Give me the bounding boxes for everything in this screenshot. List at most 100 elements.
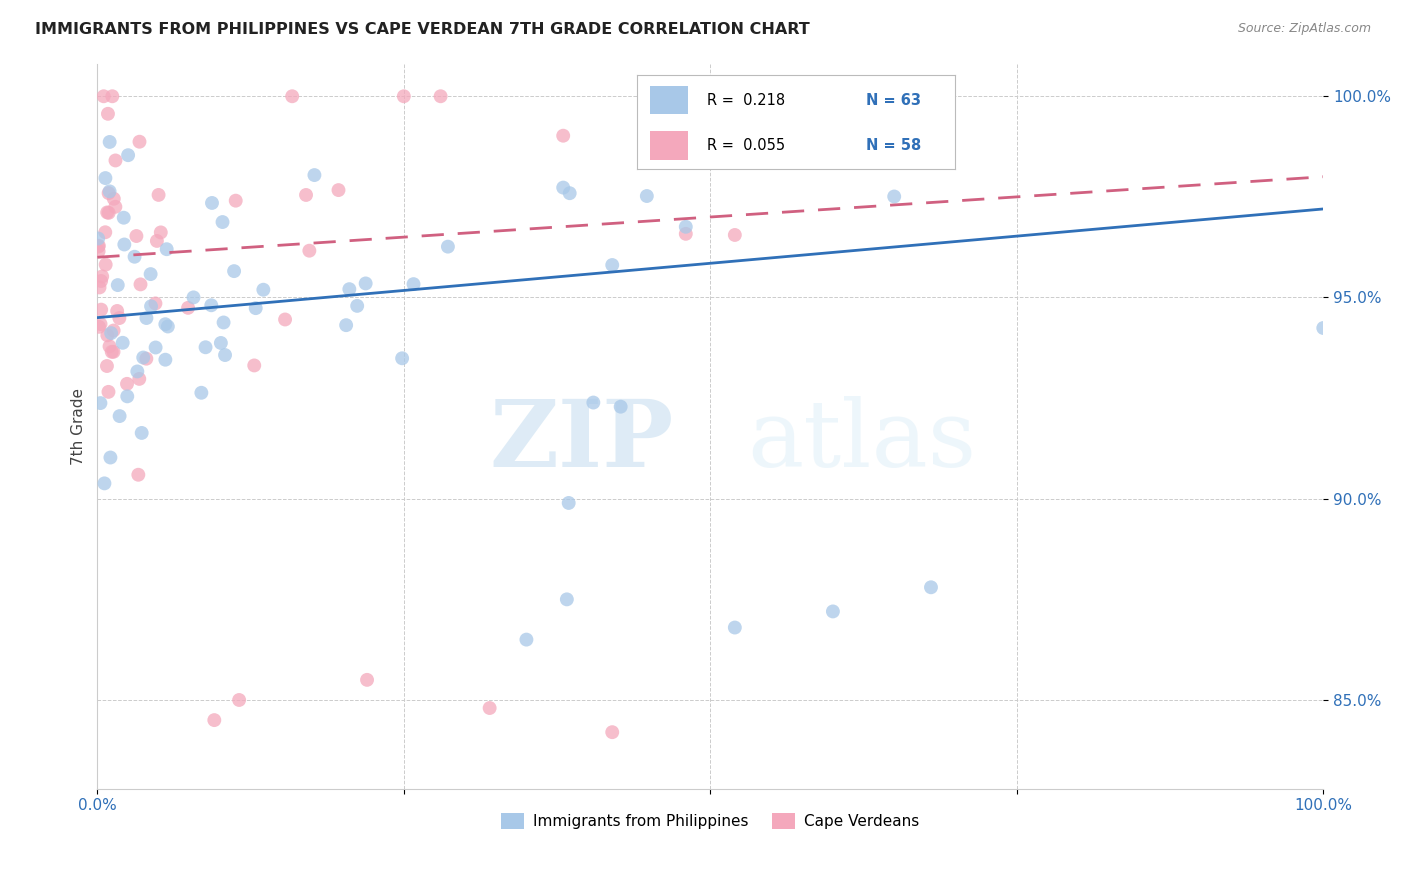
Point (132, 351, 155, 365)
Point (201, 196, 224, 211)
Point (117, 148, 139, 162)
Point (177, 301, 200, 315)
Point (139, 299, 162, 313)
Point (94, 225, 117, 239)
Point (245, 301, 267, 315)
Point (104, 153, 127, 168)
Point (145, 296, 167, 310)
Point (100, 450, 122, 465)
Point (155, 317, 177, 331)
Point (131, 425, 153, 440)
Point (101, 89, 124, 103)
Point (437, 240, 460, 254)
Point (117, 389, 139, 403)
Point (108, 311, 131, 326)
Point (883, 189, 905, 203)
Point (228, 693, 250, 707)
Point (553, 128, 575, 143)
Point (127, 467, 149, 482)
Point (124, 250, 146, 264)
Point (555, 592, 578, 607)
Point (98, 185, 121, 199)
Point (821, 604, 844, 618)
Point (100, 326, 122, 340)
Point (675, 227, 697, 241)
Point (225, 194, 247, 208)
Point (391, 351, 413, 366)
Point (335, 318, 357, 333)
Point (557, 496, 579, 510)
Point (600, 258, 623, 272)
Point (97, 206, 120, 220)
Point (129, 277, 152, 292)
Point (96, 359, 118, 373)
Point (298, 244, 321, 258)
Point (354, 277, 377, 291)
Text: ZIP: ZIP (489, 396, 673, 486)
Point (145, 341, 167, 355)
Point (107, 278, 129, 293)
Point (337, 282, 360, 296)
Point (105, 304, 128, 318)
Point (90, 274, 112, 288)
Text: atlas: atlas (747, 396, 976, 486)
Point (128, 372, 150, 386)
Point (125, 229, 148, 244)
Point (93, 476, 115, 491)
Legend: Immigrants from Philippines, Cape Verdeans: Immigrants from Philippines, Cape Verdea… (495, 807, 925, 835)
Point (127, 364, 149, 378)
Point (89, 396, 111, 410)
Point (582, 395, 605, 409)
Point (97, 107, 120, 121)
Point (100, 344, 122, 359)
Point (104, 200, 127, 214)
Point (553, 180, 575, 194)
Point (89, 280, 111, 294)
Point (328, 183, 350, 197)
Point (96, 328, 118, 343)
Point (304, 168, 326, 182)
Point (115, 376, 138, 391)
Point (194, 340, 217, 354)
Point (90, 317, 112, 331)
Point (112, 211, 135, 225)
Point (222, 264, 245, 278)
Point (103, 192, 125, 206)
Point (675, 219, 697, 234)
Point (295, 188, 318, 202)
Point (346, 299, 368, 313)
Point (183, 290, 205, 304)
Point (609, 400, 631, 414)
Point (281, 89, 304, 103)
Point (94, 258, 117, 272)
Point (93, 89, 115, 103)
Point (212, 316, 235, 330)
Point (155, 352, 177, 367)
Point (94, 171, 117, 186)
Point (87, 231, 110, 245)
Point (478, 701, 501, 715)
Point (558, 186, 581, 201)
Point (429, 89, 451, 103)
Point (148, 188, 170, 202)
Point (636, 189, 658, 203)
Point (98, 339, 121, 353)
Point (356, 673, 378, 687)
Point (724, 621, 747, 635)
Point (146, 234, 169, 248)
Point (920, 580, 942, 594)
Point (87, 244, 110, 259)
Point (149, 226, 172, 240)
Point (135, 351, 157, 366)
Point (200, 298, 222, 312)
Point (156, 319, 179, 334)
Point (97, 186, 120, 200)
Point (214, 348, 236, 362)
Point (392, 89, 415, 103)
Point (135, 311, 157, 326)
Point (96, 205, 118, 219)
Point (103, 344, 125, 359)
Point (97, 384, 120, 399)
Point (108, 409, 131, 423)
Point (252, 283, 274, 297)
